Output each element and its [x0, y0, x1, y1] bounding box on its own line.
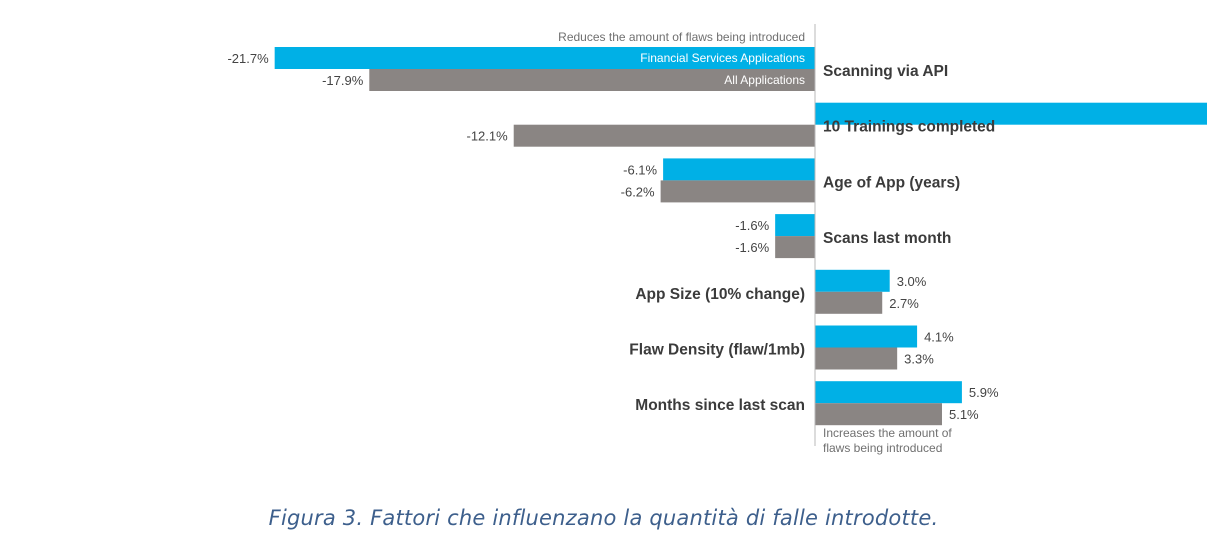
- factors-bar-chart: -21.7% Financial Services Applications -17…: [227, 24, 1207, 455]
- value-label-all-2: -6.2%: [621, 184, 655, 199]
- value-label-financial-6: 5.9%: [969, 385, 999, 400]
- labels-layer: -21.7% Financial Services Applications -17…: [227, 51, 999, 422]
- bar-all-1: [513, 124, 815, 147]
- value-label-all-3: -1.6%: [735, 240, 769, 255]
- bar-financial-2: [663, 158, 815, 181]
- increases-annotation-line-1: Increases the amount of: [823, 426, 952, 440]
- bar-all-6: [815, 403, 942, 426]
- reduces-annotation: Reduces the amount of flaws being introd…: [558, 30, 805, 44]
- value-label-financial-4: 3.0%: [897, 274, 927, 289]
- value-label-all-6: 5.1%: [949, 407, 979, 422]
- value-label-all-5: 3.3%: [904, 352, 934, 367]
- bar-all-2: [660, 180, 815, 203]
- category-label-6: Months since last scan: [635, 397, 805, 414]
- category-label-1: 10 Trainings completed: [823, 119, 995, 136]
- bar-all-4: [815, 291, 883, 314]
- bar-financial-4: [815, 269, 890, 292]
- figure-caption: Figura 3. Fattori che influenzano la qua…: [268, 506, 939, 530]
- legend-label-financial: Financial Services Applications: [640, 51, 805, 65]
- value-label-all-4: 2.7%: [889, 296, 919, 311]
- category-label-2: Age of App (years): [823, 174, 960, 191]
- legend-label-all: All Applications: [724, 73, 805, 87]
- value-label-financial-2: -6.1%: [623, 162, 657, 177]
- category-label-3: Scans last month: [823, 230, 951, 247]
- category-label-5: Flaw Density (flaw/1mb): [629, 342, 805, 359]
- bar-financial-1: [815, 102, 1207, 125]
- bars-layer: [274, 47, 1207, 426]
- value-label-all-0: -17.9%: [322, 73, 364, 88]
- bar-financial-5: [815, 325, 918, 348]
- category-label-4: App Size (10% change): [635, 286, 805, 303]
- value-label-financial-3: -1.6%: [735, 218, 769, 233]
- bar-financial-6: [815, 381, 962, 404]
- bar-financial-0: [274, 47, 815, 69]
- category-label-0: Scanning via API: [823, 63, 948, 80]
- value-label-financial-0: -21.7%: [227, 51, 269, 66]
- increases-annotation-line-2: flaws being introduced: [823, 441, 942, 455]
- value-label-financial-5: 4.1%: [924, 330, 954, 345]
- bar-all-5: [815, 347, 898, 370]
- bar-all-3: [775, 236, 815, 259]
- bar-all-0: [369, 69, 815, 91]
- value-label-all-1: -12.1%: [467, 129, 509, 144]
- bar-financial-3: [775, 214, 815, 237]
